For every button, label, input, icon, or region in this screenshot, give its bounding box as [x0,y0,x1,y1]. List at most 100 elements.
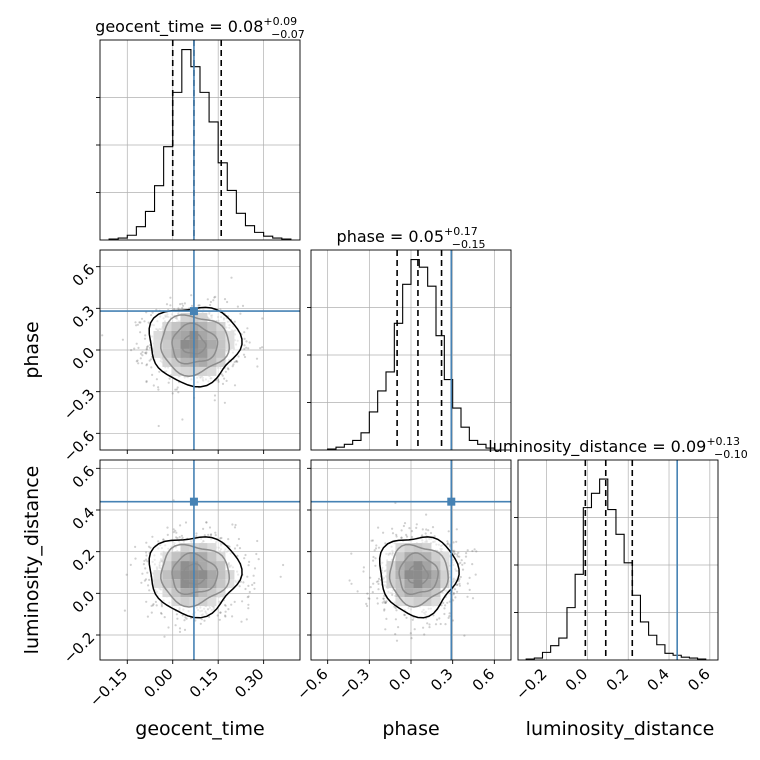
sample-point [456,590,459,593]
sample-point [400,536,403,539]
hist-frame-luminosity_distance [517,459,719,661]
sample-point [151,373,154,376]
sample-point [166,526,169,529]
sample-point [394,618,397,621]
sample-point [394,606,397,610]
sample-point [151,535,154,538]
sample-point [145,347,148,350]
sample-point [150,604,153,608]
sample-point [377,588,380,591]
sample-point [425,528,428,531]
sample-point [220,536,223,540]
sample-point [142,563,145,566]
sample-point [452,550,455,554]
sample-point [202,527,205,531]
sample-point [383,601,387,604]
sample-point [368,597,371,600]
y-lumdist-tick-label-1: 0.0 [69,587,99,617]
title-minus: −0.15 [452,238,486,251]
sample-point [463,634,466,637]
sample-point [279,575,282,578]
sample-point [231,615,234,618]
sample-point [248,341,251,344]
sample-point [385,617,388,621]
sample-point [365,602,368,606]
histogram-geocent_time [108,48,292,240]
sample-point [183,302,186,305]
title-plus: +0.17 [444,225,478,238]
sample-point [369,586,372,589]
sample-point [383,600,386,603]
sample-point [350,552,353,555]
hist-frame-phase [310,249,512,451]
sample-point [443,612,446,616]
sample-point [166,533,169,537]
sample-point [466,549,469,552]
sample-point [446,540,449,543]
x-phase-tick-label-4: 0.6 [469,665,499,695]
sample-point [197,304,200,307]
sample-point [410,535,414,539]
sample-point [246,575,249,578]
sample-point [141,354,144,357]
sample-point [247,603,250,606]
title-minus: −0.10 [714,448,748,461]
sample-point [178,630,182,634]
sample-point [405,535,409,538]
sample-point [160,605,163,608]
sample-point [206,298,209,301]
sample-point [174,624,177,627]
sample-point [383,608,386,611]
sample-point [148,578,151,582]
sample-point [134,545,137,549]
sample-point [227,368,230,371]
sample-point [243,331,246,334]
sample-point [405,616,408,619]
sample-point [194,619,197,622]
sample-point [176,386,179,389]
sample-point [216,614,219,617]
sample-point [461,568,465,571]
sample-point [195,532,198,535]
sample-point [452,541,455,544]
sample-point [438,617,441,620]
sample-point [143,579,146,582]
y-phase-tick-label-2: 0.0 [69,344,99,374]
sample-point [219,537,222,540]
sample-point [373,549,376,552]
sample-point [176,537,179,540]
sample-point [356,590,359,593]
sample-point [238,547,242,550]
sample-point [370,539,373,542]
sample-point [448,600,451,603]
sample-point [174,529,177,532]
sample-point [243,337,246,340]
sample-point [451,619,454,622]
title-plus: +0.09 [263,15,297,28]
sample-point [162,538,165,541]
sample-point [213,296,216,299]
hist-frame-geocent_time [99,39,301,241]
sample-point [185,617,188,620]
sample-point [475,550,478,553]
sample-point [409,632,412,635]
sample-point [145,380,148,383]
sample-point [145,380,148,384]
title-param: geocent_time = 0.08 [95,17,263,37]
x-geocent-tick-label-2: 0.15 [186,665,222,701]
sample-point [377,582,380,586]
sample-point [205,521,208,524]
sample-point [171,392,174,395]
sample-point [143,320,146,323]
sample-point [145,348,148,351]
sample-point [237,355,240,358]
sample-point [224,370,227,373]
sample-point [183,628,187,632]
sample-point [384,601,387,604]
sample-point [203,534,206,537]
sample-point [247,595,250,598]
sample-point [247,347,250,350]
sample-point [175,531,178,534]
truth-marker [189,307,198,316]
